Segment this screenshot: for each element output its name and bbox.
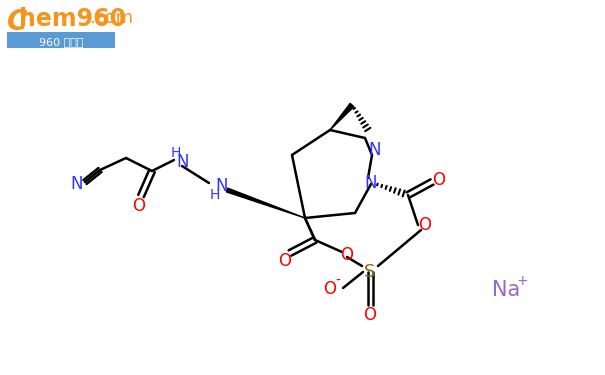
Text: Na: Na	[492, 280, 520, 300]
FancyBboxPatch shape	[7, 32, 115, 48]
Text: O: O	[341, 246, 353, 264]
Text: hem960: hem960	[19, 7, 126, 31]
Text: O: O	[364, 306, 376, 324]
Text: N: N	[215, 177, 227, 195]
Text: +: +	[516, 274, 528, 288]
Text: C: C	[7, 8, 27, 36]
Text: S: S	[364, 263, 376, 281]
Text: O: O	[324, 280, 336, 298]
Polygon shape	[226, 188, 305, 218]
Text: O: O	[278, 252, 292, 270]
Text: N: N	[369, 141, 381, 159]
Text: O: O	[433, 171, 445, 189]
Text: -: -	[336, 274, 341, 288]
Text: N: N	[71, 175, 83, 193]
Text: N: N	[365, 174, 378, 192]
Text: H: H	[210, 188, 220, 202]
Text: O: O	[132, 197, 145, 215]
Text: 960 化工网: 960 化工网	[39, 37, 83, 47]
Text: N: N	[176, 153, 189, 171]
Polygon shape	[330, 104, 354, 130]
Text: O: O	[419, 216, 431, 234]
Text: H: H	[171, 146, 181, 160]
Text: .com: .com	[89, 9, 133, 27]
